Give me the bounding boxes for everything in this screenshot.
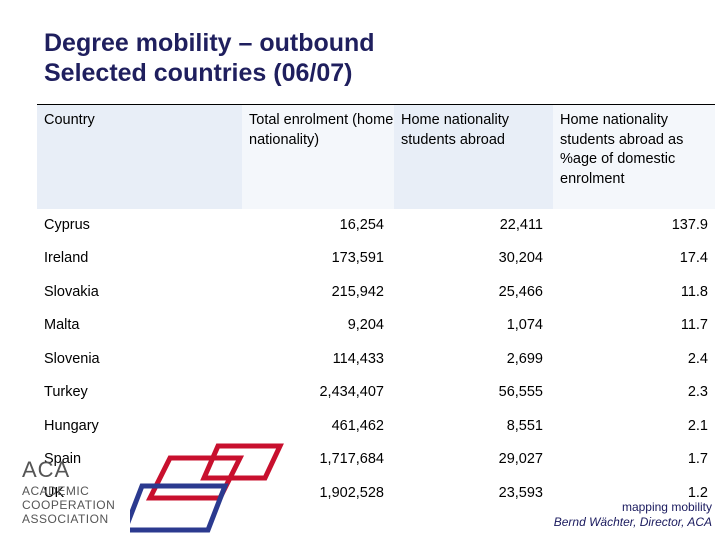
country-cell: Slovakia [44, 283, 99, 300]
percentage-cell: 1.7 [687, 451, 708, 467]
title-line-2: Selected countries (06/07) [44, 59, 353, 87]
country-cell: Spain [44, 451, 82, 467]
percentage-cell: 1.2 [687, 484, 708, 501]
percentage-cell: 137.9 [671, 216, 708, 233]
students-abroad-cell: 1,074 [506, 317, 543, 333]
logo-blue-shape [130, 483, 229, 533]
total-enrolment-cell: 215,942 [331, 283, 384, 300]
percentage-cell: 11.7 [680, 317, 708, 333]
percentage-cell: 2.4 [687, 350, 708, 367]
slide-title: Degree mobility – outbound Selected coun… [44, 28, 375, 88]
header-students-abroad: Home nationality students abroad [394, 104, 553, 209]
country-cell: Ireland [44, 250, 89, 266]
header-total-enrolment: Total enrolment (home nationality) [242, 104, 394, 209]
table-body: Cyprus 16,254 22,411 137.9 Ireland 173,591 30,… [37, 209, 715, 511]
table-row: Slovenia 114,433 2,699 2.4 [37, 343, 715, 377]
students-abroad-cell: 29,027 [498, 451, 543, 467]
aca-logo-abbr: ACA [22, 457, 71, 482]
percentage-cell: 2.1 [687, 417, 708, 434]
total-enrolment-cell: 1,717,684 [319, 451, 384, 467]
total-enrolment-cell: 461,462 [331, 417, 384, 434]
students-abroad-cell: 2,699 [506, 350, 543, 367]
table-row: Cyprus 16,254 22,411 137.9 [37, 209, 715, 243]
header-country: Country [37, 104, 242, 209]
percentage-cell: 11.8 [680, 283, 708, 300]
percentage-cell: 2.3 [687, 384, 708, 400]
total-enrolment-cell: 173,591 [331, 250, 384, 266]
total-enrolment-cell: 9,204 [347, 317, 384, 333]
students-abroad-cell: 25,466 [498, 283, 543, 300]
students-abroad-cell: 56,555 [498, 384, 543, 400]
total-enrolment-cell: 16,254 [339, 216, 384, 233]
country-cell: UK [44, 484, 65, 501]
table-header-row: Country Total enrolment (home nationalit… [37, 104, 715, 209]
country-cell: Turkey [44, 384, 88, 400]
logo-line-3: ASSOCIATION [22, 512, 109, 526]
footer-author: Bernd Wächter, Director, ACA [553, 515, 712, 529]
logo-graphic [130, 443, 284, 533]
table-row: Ireland 173,591 30,204 17.4 [37, 242, 715, 276]
total-enrolment-cell: 114,433 [332, 350, 384, 367]
country-cell: Slovenia [44, 350, 100, 367]
table-row: UK 1,902,528 23,593 1.2 [37, 477, 715, 511]
header-percentage: Home nationality students abroad as %age… [553, 104, 715, 209]
total-enrolment-cell: 2,434,407 [319, 384, 384, 400]
table-row: Malta 9,204 1,074 11.7 [37, 309, 715, 343]
students-abroad-cell: 30,204 [498, 250, 543, 266]
country-cell: Hungary [44, 417, 99, 434]
logo-line-1: ACADEMIC [22, 484, 90, 498]
country-cell: Cyprus [44, 216, 90, 233]
country-cell: Malta [44, 317, 80, 333]
mobility-table: Country Total enrolment (home nationalit… [37, 104, 715, 510]
table-row: Hungary 461,462 8,551 2.1 [37, 410, 715, 444]
table-row: Turkey 2,434,407 56,555 2.3 [37, 376, 715, 410]
table-row: Slovakia 215,942 25,466 11.8 [37, 276, 715, 310]
students-abroad-cell: 23,593 [498, 484, 543, 501]
data-table-container: Country Total enrolment (home nationalit… [37, 104, 715, 510]
footer-tagline: mapping mobility [621, 500, 712, 514]
aca-logo-text: ACADEMIC COOPERATION ASSOCIATION [22, 484, 115, 526]
table-row: Spain 1,717,684 29,027 1.7 [37, 443, 715, 477]
students-abroad-cell: 8,551 [506, 417, 543, 434]
students-abroad-cell: 22,411 [499, 216, 543, 233]
logo-line-2: COOPERATION [22, 498, 116, 512]
total-enrolment-cell: 1,902,528 [319, 484, 384, 501]
logo-red-shape-2 [200, 443, 284, 481]
title-line-1: Degree mobility – outbound [44, 29, 375, 57]
footer-credit: mapping mobility Bernd Wächter, Director… [554, 500, 712, 530]
percentage-cell: 17.4 [679, 250, 708, 266]
